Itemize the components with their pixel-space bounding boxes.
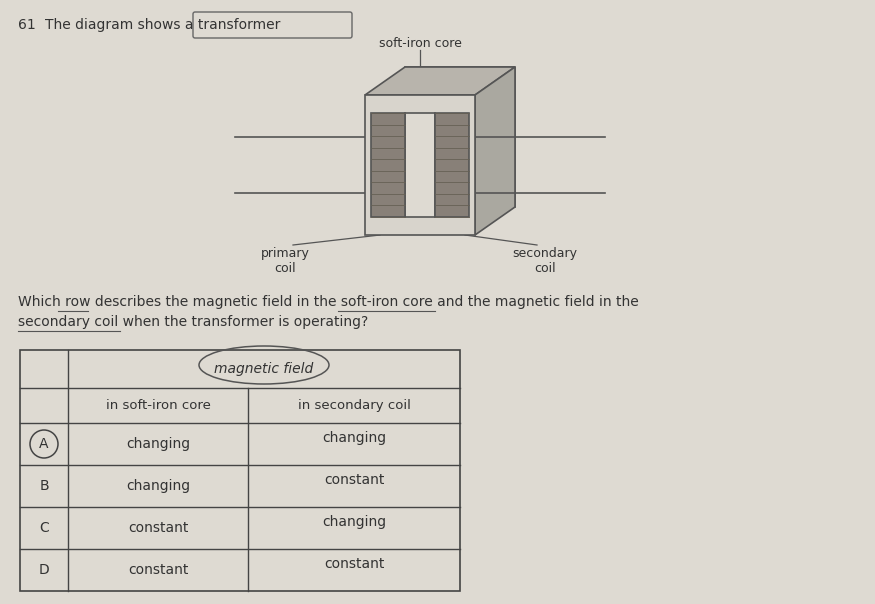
Text: constant: constant — [128, 521, 188, 535]
Polygon shape — [371, 113, 405, 217]
Text: B: B — [39, 479, 49, 493]
Text: changing: changing — [322, 431, 386, 445]
Text: The diagram shows a transformer: The diagram shows a transformer — [45, 18, 280, 32]
Text: secondary
coil: secondary coil — [513, 247, 578, 275]
Text: constant: constant — [128, 563, 188, 577]
Text: changing: changing — [126, 479, 190, 493]
Text: secondary coil when the transformer is operating?: secondary coil when the transformer is o… — [18, 315, 368, 329]
Polygon shape — [475, 67, 515, 235]
Text: A: A — [39, 437, 49, 451]
Polygon shape — [365, 67, 515, 95]
Text: magnetic field: magnetic field — [214, 362, 313, 376]
Text: changing: changing — [322, 515, 386, 528]
Text: primary
coil: primary coil — [261, 247, 310, 275]
Text: changing: changing — [126, 437, 190, 451]
Text: in secondary coil: in secondary coil — [298, 399, 410, 412]
Polygon shape — [405, 67, 515, 207]
Text: in soft-iron core: in soft-iron core — [106, 399, 211, 412]
Polygon shape — [405, 113, 435, 217]
Text: C: C — [39, 521, 49, 535]
Text: constant: constant — [324, 557, 384, 571]
Polygon shape — [435, 113, 469, 217]
Text: D: D — [38, 563, 49, 577]
Text: constant: constant — [324, 473, 384, 487]
Text: Which row describes the magnetic field in the soft-iron core and the magnetic fi: Which row describes the magnetic field i… — [18, 295, 639, 309]
Polygon shape — [365, 95, 475, 235]
Text: 61: 61 — [18, 18, 36, 32]
Text: soft-iron core: soft-iron core — [379, 37, 461, 50]
